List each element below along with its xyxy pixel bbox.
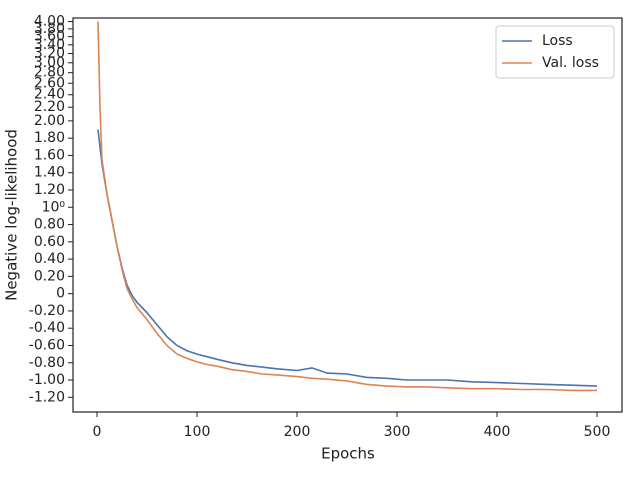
y-tick-label: 3.40 bbox=[34, 37, 65, 53]
x-tick-label: 200 bbox=[284, 424, 311, 440]
x-tick-label: 100 bbox=[184, 424, 211, 440]
x-tick-label: 400 bbox=[484, 424, 511, 440]
y-tick-label: 0.20 bbox=[34, 268, 65, 284]
y-tick-label: 1.60 bbox=[34, 147, 65, 163]
x-tick-label: 0 bbox=[93, 424, 102, 440]
y-tick-label: -0.40 bbox=[29, 320, 65, 336]
y-tick-label: 3.80 bbox=[34, 21, 65, 37]
loss-line bbox=[97, 129, 598, 387]
y-tick-label: 3.00 bbox=[34, 55, 65, 71]
y-tick-label: -1.00 bbox=[29, 372, 65, 388]
y-tick-label: 3.20 bbox=[34, 46, 65, 62]
y-axis-label: Negative log-likelihood bbox=[3, 129, 21, 301]
y-tick-label: 0.60 bbox=[34, 234, 65, 250]
y-tick-label: 1.40 bbox=[34, 165, 65, 181]
y-tick-label: -1.20 bbox=[29, 389, 65, 405]
y-tick-label: 0 bbox=[56, 286, 65, 302]
y-tick-label: -0.20 bbox=[29, 303, 65, 319]
plot-frame bbox=[72, 17, 623, 413]
y-tick-label: 2.40 bbox=[34, 87, 65, 103]
y-tick-label: 2.80 bbox=[34, 65, 65, 81]
y-tick-label: 1.80 bbox=[34, 130, 65, 146]
y-tick-label: 1.20 bbox=[34, 182, 65, 198]
y-tick-label: 10⁰ bbox=[42, 199, 66, 215]
y-tick-label: -0.60 bbox=[29, 337, 65, 353]
x-tick-label: 500 bbox=[584, 424, 611, 440]
y-tick-label: 0.80 bbox=[34, 217, 65, 233]
y-tick-label: -0.80 bbox=[29, 355, 65, 371]
y-tick-label: 2.60 bbox=[34, 75, 65, 91]
x-tick-label: 300 bbox=[384, 424, 411, 440]
y-tick-label: 3.60 bbox=[34, 29, 65, 45]
y-tick-label: 0.40 bbox=[34, 251, 65, 267]
y-tick-label: 2.20 bbox=[34, 99, 65, 115]
y-tick-label: 4.00 bbox=[34, 14, 65, 30]
y-tick-label: 2.00 bbox=[34, 113, 65, 129]
legend-box bbox=[495, 25, 615, 79]
loss-line bbox=[97, 21, 597, 392]
x-axis-label: Epochs bbox=[321, 445, 375, 463]
legend-label: Loss bbox=[542, 33, 573, 49]
legend-label: Val. loss bbox=[542, 55, 599, 71]
